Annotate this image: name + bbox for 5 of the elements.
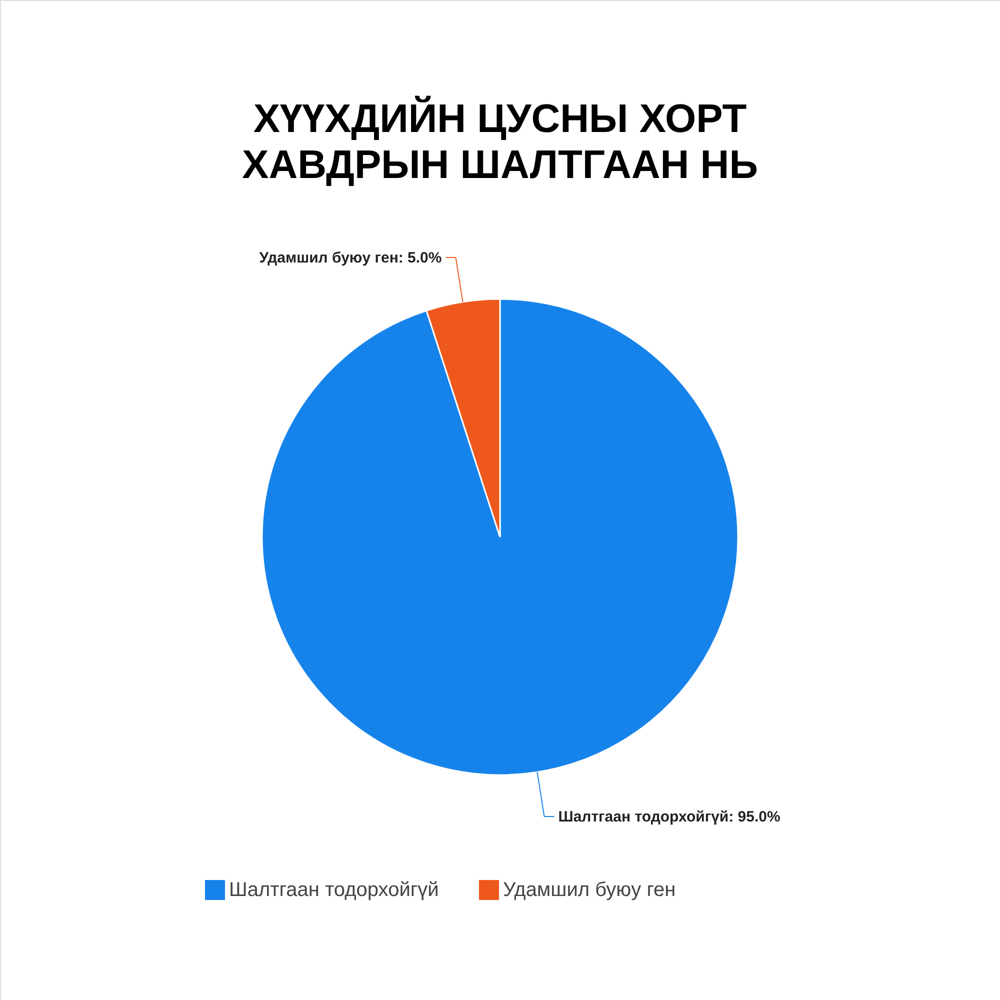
legend-label: Шалтгаан тодорхойгүй	[229, 879, 439, 901]
legend-label: Удамшил буюу ген	[503, 879, 676, 901]
data-label: Шалтгаан тодорхойгүй: 95.0%	[558, 808, 780, 826]
chart-title: ХҮҮХДИЙН ЦУСНЫ ХОРТ ХАВДРЫН ШАЛТГААН НЬ	[242, 95, 758, 187]
data-label: Удамшил буюу ген: 5.0%	[259, 249, 442, 266]
